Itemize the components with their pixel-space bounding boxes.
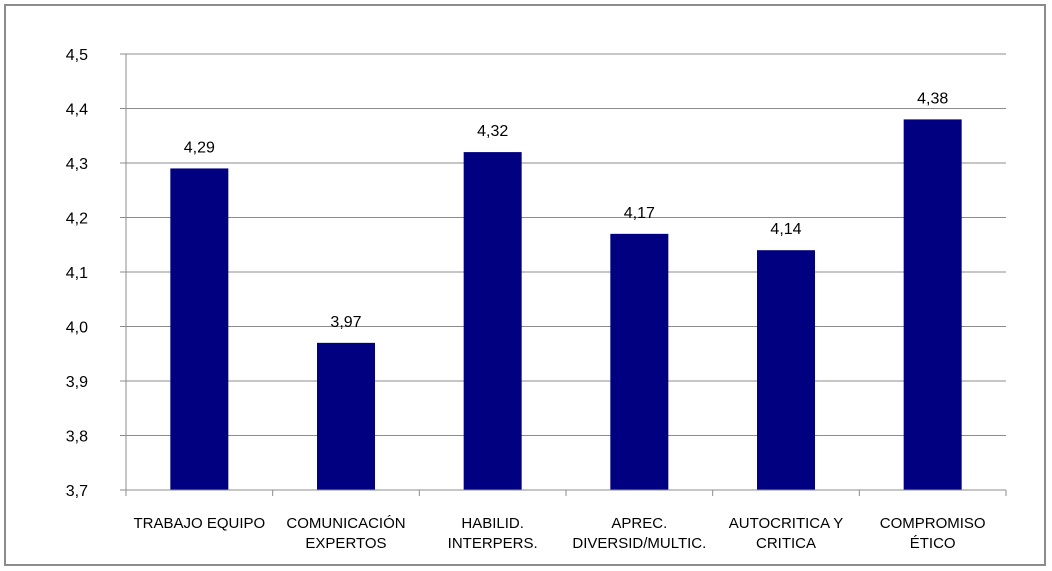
y-tick-label: 4,3 — [66, 156, 88, 173]
category-label: COMUNICACIÓN — [286, 515, 405, 532]
y-tick-label: 4,4 — [66, 102, 88, 119]
y-tick-label: 3,8 — [66, 429, 88, 446]
category-label: COMPROMISO — [880, 515, 986, 532]
y-tick-label: 3,9 — [66, 374, 88, 391]
bar — [610, 233, 669, 490]
data-label: 4,38 — [917, 90, 948, 107]
data-label: 3,97 — [330, 314, 361, 331]
data-label: 4,29 — [184, 139, 215, 156]
y-tick-label: 3,7 — [66, 483, 88, 500]
category-label: AUTOCRITICA Y — [729, 515, 843, 532]
bars — [170, 119, 962, 491]
axes — [120, 53, 1007, 496]
category-label: EXPERTOS — [305, 535, 386, 552]
gridlines — [126, 53, 1006, 436]
bar — [903, 119, 962, 491]
bar — [317, 342, 375, 490]
y-tick-label: 4,1 — [66, 265, 88, 282]
category-label: HABILID. — [461, 515, 524, 532]
data-labels: 4,29 3,97 4,32 4,17 4,14 4,38 — [184, 90, 949, 330]
bar — [170, 168, 229, 490]
y-tick-label: 4,5 — [66, 47, 88, 64]
x-axis-category-labels: TRABAJO EQUIPO COMUNICACIÓN EXPERTOS HABILI… — [133, 515, 985, 552]
category-label: ÉTICO — [910, 535, 956, 552]
y-tick-label: 4,0 — [66, 320, 88, 337]
category-label: CRITICA — [756, 535, 816, 552]
category-label: TRABAJO EQUIPO — [133, 515, 265, 532]
data-label: 4,17 — [624, 205, 655, 222]
y-tick-label: 4,2 — [66, 211, 88, 228]
category-label: INTERPERS. — [448, 535, 538, 552]
data-label: 4,32 — [477, 123, 508, 140]
data-label: 4,14 — [770, 221, 801, 238]
bar — [463, 152, 522, 490]
category-label: DIVERSID/MULTIC. — [572, 535, 706, 552]
y-axis-tick-labels: 3,7 3,8 3,9 4,0 4,1 4,2 4,3 4,4 4,5 — [66, 47, 88, 500]
bar — [757, 250, 815, 490]
category-label: APREC. — [611, 515, 667, 532]
